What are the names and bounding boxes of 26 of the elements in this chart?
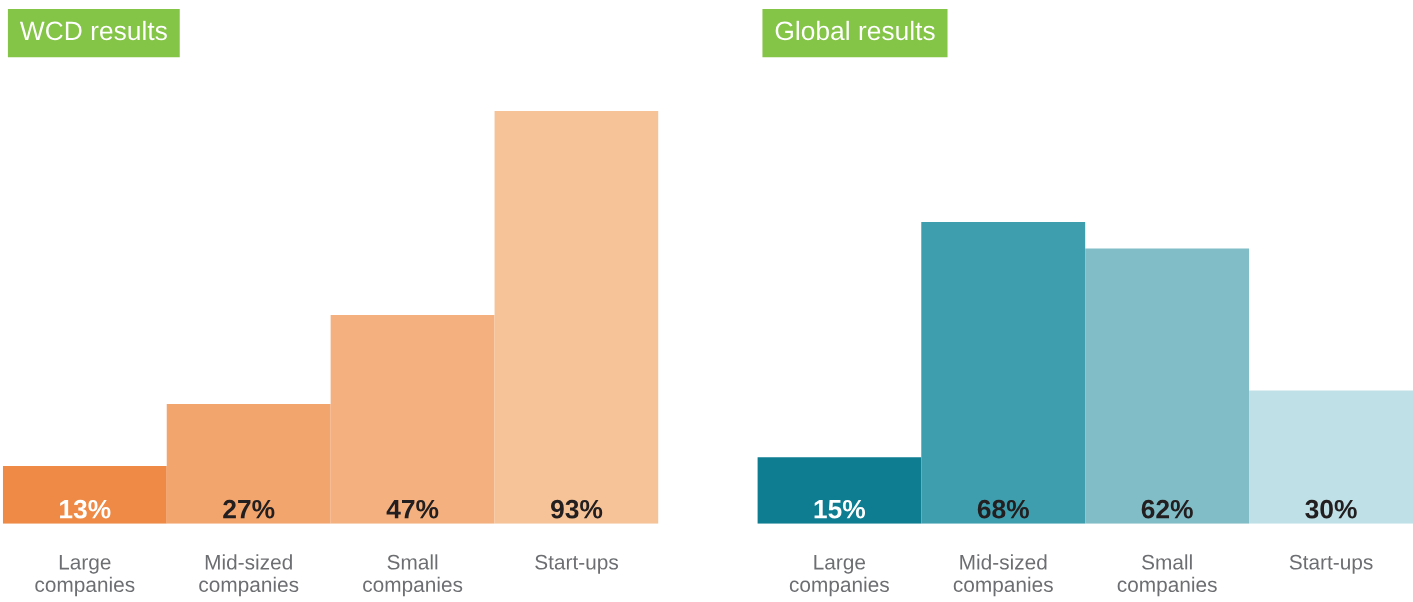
data-label: 47%	[386, 499, 439, 519]
x-tick-label: Start-ups	[535, 554, 619, 574]
bar	[166, 403, 331, 524]
bar	[2, 466, 167, 524]
data-label: 93%	[551, 499, 603, 519]
x-tick-label: Mid-sized companies	[199, 554, 299, 597]
x-tick-label: Mid-sized companies	[953, 554, 1053, 597]
bar	[1249, 390, 1413, 524]
chart-title: WCD results	[19, 20, 167, 41]
bar	[494, 110, 659, 524]
data-label: 68%	[977, 499, 1029, 519]
data-label: 27%	[223, 499, 275, 519]
data-label: 15%	[814, 499, 866, 519]
x-tick-label: Start-ups	[1289, 554, 1373, 574]
x-tick-label: Small companies	[1117, 554, 1217, 597]
bar	[1085, 248, 1250, 524]
data-label: 30%	[1305, 499, 1357, 519]
data-label: 62%	[1141, 499, 1193, 519]
bar	[330, 315, 495, 524]
bar	[921, 221, 1086, 524]
x-tick-label: Large companies	[789, 555, 889, 597]
bar	[757, 457, 922, 524]
data-label: 13%	[60, 499, 111, 519]
chart-title: Global results	[775, 20, 935, 41]
x-tick-label: Large companies	[35, 555, 135, 597]
x-tick-label: Small companies	[363, 554, 463, 597]
